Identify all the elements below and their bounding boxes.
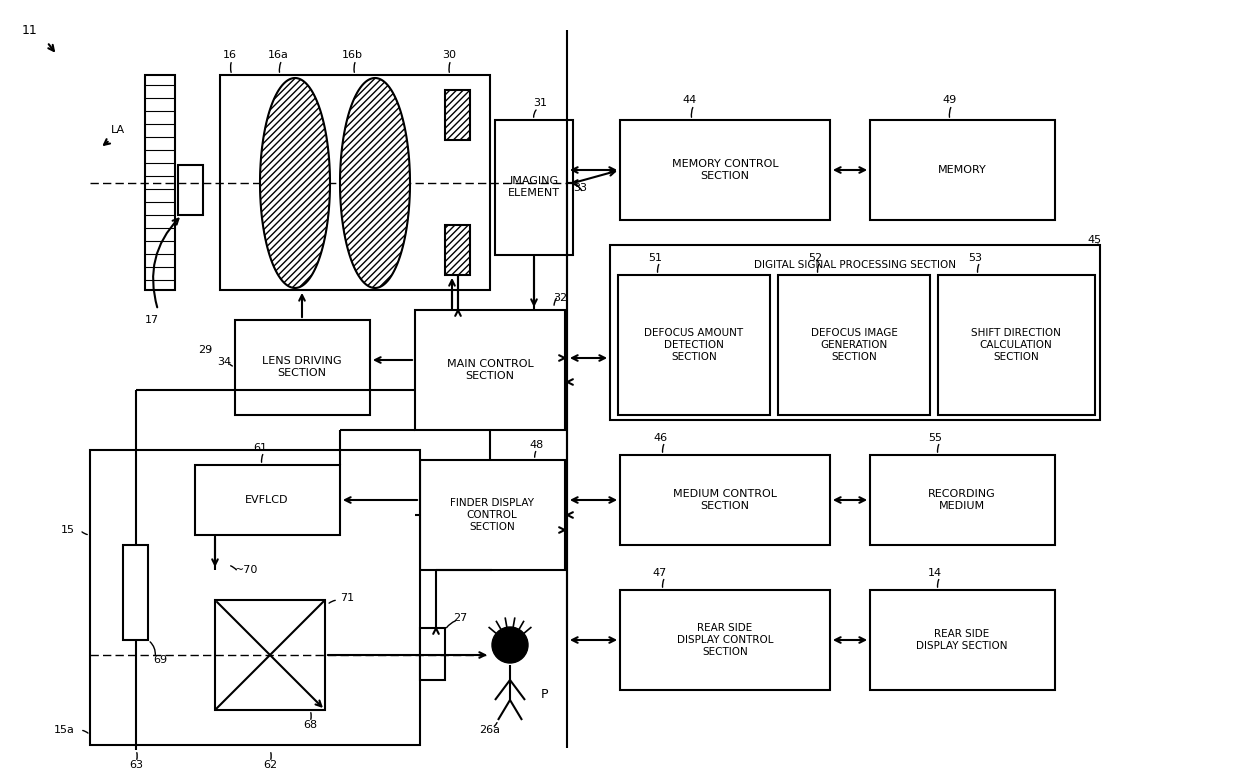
Text: RECORDING
MEDIUM: RECORDING MEDIUM bbox=[928, 489, 996, 511]
Text: MEDIUM CONTROL
SECTION: MEDIUM CONTROL SECTION bbox=[673, 489, 777, 511]
Text: 15a: 15a bbox=[55, 725, 74, 735]
Text: 49: 49 bbox=[942, 95, 957, 105]
Text: 29: 29 bbox=[198, 345, 212, 355]
Text: IMAGING
ELEMENT: IMAGING ELEMENT bbox=[508, 176, 560, 198]
Bar bbox=[415, 310, 565, 430]
Text: 33: 33 bbox=[573, 183, 587, 193]
Text: P: P bbox=[541, 689, 549, 702]
Text: 62: 62 bbox=[263, 760, 277, 770]
Text: SHIFT DIRECTION
CALCULATION
SECTION: SHIFT DIRECTION CALCULATION SECTION bbox=[971, 328, 1061, 362]
Text: 63: 63 bbox=[129, 760, 143, 770]
Bar bbox=[195, 465, 340, 535]
Bar bbox=[219, 75, 490, 290]
Bar bbox=[91, 450, 420, 745]
Bar bbox=[620, 590, 830, 690]
Text: 16b: 16b bbox=[341, 50, 362, 60]
Text: 53: 53 bbox=[968, 253, 982, 263]
Bar bbox=[236, 320, 370, 415]
Bar bbox=[870, 455, 1055, 545]
Text: 46: 46 bbox=[653, 433, 667, 443]
Text: 16: 16 bbox=[223, 50, 237, 60]
Text: 34: 34 bbox=[217, 357, 231, 367]
Text: 31: 31 bbox=[533, 98, 547, 108]
Text: 44: 44 bbox=[683, 95, 697, 105]
Bar bbox=[145, 75, 175, 290]
Bar bbox=[495, 120, 573, 255]
Text: 11: 11 bbox=[22, 23, 38, 37]
Polygon shape bbox=[340, 78, 410, 288]
Text: 26a: 26a bbox=[480, 725, 501, 735]
Polygon shape bbox=[215, 600, 325, 710]
Text: 68: 68 bbox=[303, 720, 317, 730]
Bar bbox=[777, 275, 930, 415]
Text: 69: 69 bbox=[153, 655, 167, 665]
Text: REAR SIDE
DISPLAY CONTROL
SECTION: REAR SIDE DISPLAY CONTROL SECTION bbox=[677, 623, 774, 657]
Bar bbox=[179, 165, 203, 215]
Text: DEFOCUS IMAGE
GENERATION
SECTION: DEFOCUS IMAGE GENERATION SECTION bbox=[811, 328, 898, 362]
Text: 48: 48 bbox=[529, 440, 544, 450]
Text: ~70: ~70 bbox=[236, 565, 258, 575]
Circle shape bbox=[492, 627, 528, 663]
Text: 16a: 16a bbox=[268, 50, 289, 60]
Bar bbox=[610, 245, 1100, 420]
Text: 61: 61 bbox=[253, 443, 267, 453]
Text: 55: 55 bbox=[928, 433, 942, 443]
Bar bbox=[870, 590, 1055, 690]
Bar bbox=[445, 225, 470, 275]
Text: MAIN CONTROL
SECTION: MAIN CONTROL SECTION bbox=[446, 359, 533, 380]
Bar bbox=[618, 275, 770, 415]
Polygon shape bbox=[260, 78, 330, 288]
Text: LENS DRIVING
SECTION: LENS DRIVING SECTION bbox=[262, 356, 342, 378]
Bar bbox=[620, 120, 830, 220]
Text: 52: 52 bbox=[808, 253, 822, 263]
Text: DEFOCUS AMOUNT
DETECTION
SECTION: DEFOCUS AMOUNT DETECTION SECTION bbox=[645, 328, 744, 362]
Text: DIGITAL SIGNAL PROCESSING SECTION: DIGITAL SIGNAL PROCESSING SECTION bbox=[754, 260, 956, 270]
Text: 14: 14 bbox=[928, 568, 942, 578]
Bar bbox=[123, 545, 148, 640]
Text: 45: 45 bbox=[1087, 235, 1102, 245]
Bar bbox=[870, 120, 1055, 220]
Bar bbox=[420, 460, 565, 570]
Bar bbox=[445, 90, 470, 140]
Text: 47: 47 bbox=[653, 568, 667, 578]
Bar bbox=[420, 628, 445, 680]
Text: 27: 27 bbox=[453, 613, 467, 623]
Text: 30: 30 bbox=[441, 50, 456, 60]
Text: FINDER DISPLAY
CONTROL
SECTION: FINDER DISPLAY CONTROL SECTION bbox=[450, 499, 534, 531]
Text: LA: LA bbox=[110, 125, 125, 135]
Bar bbox=[620, 455, 830, 545]
Text: MEMORY CONTROL
SECTION: MEMORY CONTROL SECTION bbox=[672, 159, 779, 180]
Text: 51: 51 bbox=[649, 253, 662, 263]
Bar bbox=[445, 225, 470, 275]
Text: MEMORY: MEMORY bbox=[937, 165, 986, 175]
Text: 17: 17 bbox=[145, 315, 159, 325]
Text: EVFLCD: EVFLCD bbox=[246, 495, 289, 505]
Bar bbox=[937, 275, 1095, 415]
Text: REAR SIDE
DISPLAY SECTION: REAR SIDE DISPLAY SECTION bbox=[916, 629, 1008, 651]
Text: 71: 71 bbox=[340, 593, 355, 603]
Bar bbox=[445, 90, 470, 140]
Text: 15: 15 bbox=[61, 525, 74, 535]
Text: 32: 32 bbox=[553, 293, 567, 303]
